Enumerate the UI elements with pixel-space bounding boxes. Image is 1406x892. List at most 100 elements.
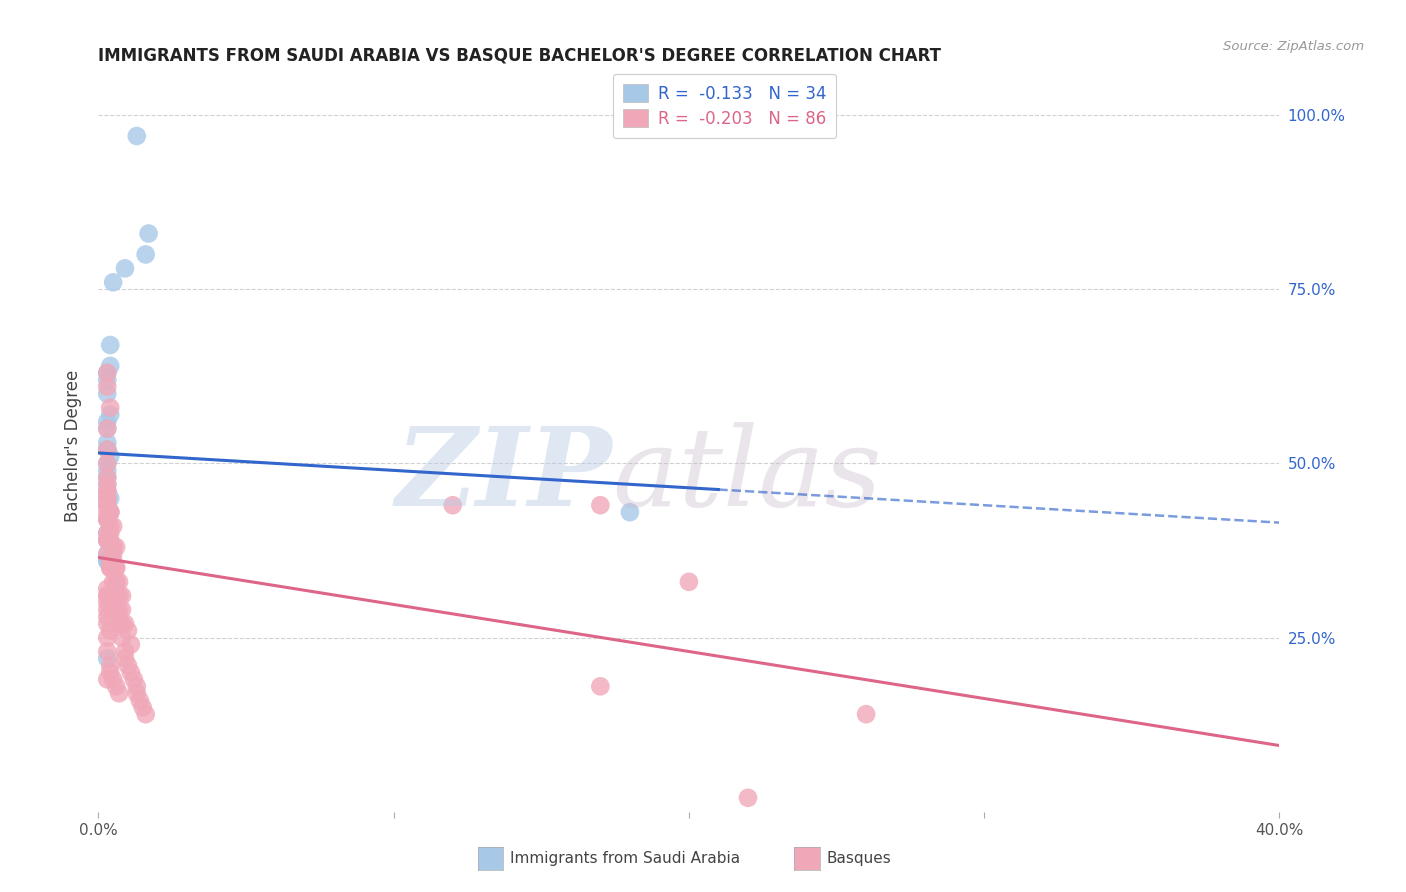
Text: ZIP: ZIP xyxy=(395,422,612,529)
Point xyxy=(108,686,131,700)
Point xyxy=(96,442,118,457)
Point xyxy=(135,247,157,261)
Point xyxy=(96,435,118,450)
Point xyxy=(98,658,121,673)
Point xyxy=(96,498,118,512)
Point xyxy=(103,574,125,589)
Point xyxy=(96,651,118,665)
Point xyxy=(111,589,134,603)
Point xyxy=(125,686,148,700)
Point xyxy=(96,512,118,526)
Point xyxy=(96,442,118,457)
Point xyxy=(96,442,118,457)
Point xyxy=(98,624,121,638)
Point xyxy=(96,589,118,603)
Point xyxy=(128,693,150,707)
Point xyxy=(114,644,136,658)
Point xyxy=(98,491,121,506)
Point xyxy=(96,644,118,658)
Text: Basques: Basques xyxy=(827,851,891,865)
Text: Source: ZipAtlas.com: Source: ZipAtlas.com xyxy=(1223,40,1364,54)
Point xyxy=(105,589,128,603)
Point xyxy=(96,463,118,477)
Point xyxy=(108,574,131,589)
Point xyxy=(96,533,118,547)
Point xyxy=(96,603,118,617)
Point xyxy=(98,338,121,352)
Point xyxy=(96,470,118,484)
Point xyxy=(96,415,118,429)
Point xyxy=(96,498,118,512)
Point xyxy=(105,574,128,589)
Point xyxy=(96,491,118,506)
Point xyxy=(589,498,612,512)
Point xyxy=(96,484,118,499)
Point xyxy=(103,540,125,554)
Point xyxy=(103,554,125,568)
Point xyxy=(98,505,121,519)
Point xyxy=(132,700,155,714)
Point xyxy=(105,561,128,575)
Point xyxy=(105,574,128,589)
Point xyxy=(96,421,118,435)
Point xyxy=(98,505,121,519)
Point xyxy=(111,603,134,617)
Text: atlas: atlas xyxy=(612,422,882,529)
Point xyxy=(98,554,121,568)
Point xyxy=(96,373,118,387)
Point xyxy=(114,651,136,665)
Point xyxy=(138,227,160,241)
Point xyxy=(96,366,118,380)
Point xyxy=(96,386,118,401)
Point xyxy=(96,554,118,568)
Point xyxy=(96,526,118,541)
Point xyxy=(96,457,118,471)
Point xyxy=(135,707,157,722)
Text: Immigrants from Saudi Arabia: Immigrants from Saudi Arabia xyxy=(510,851,741,865)
Point xyxy=(96,512,118,526)
Point xyxy=(96,609,118,624)
Point xyxy=(96,477,118,491)
Point xyxy=(96,554,118,568)
Point xyxy=(103,540,125,554)
Point xyxy=(108,589,131,603)
Point xyxy=(96,533,118,547)
Point xyxy=(103,547,125,561)
Point xyxy=(96,547,118,561)
Point xyxy=(114,261,136,276)
Point xyxy=(105,561,128,575)
Point xyxy=(96,498,118,512)
Point xyxy=(98,505,121,519)
Y-axis label: Bachelor's Degree: Bachelor's Degree xyxy=(65,370,83,522)
Point xyxy=(441,498,464,512)
Point xyxy=(589,679,612,693)
Point xyxy=(98,519,121,533)
Point xyxy=(122,673,145,687)
Point xyxy=(96,582,118,596)
Point xyxy=(98,450,121,464)
Point xyxy=(105,603,128,617)
Point xyxy=(111,631,134,645)
Point xyxy=(96,484,118,499)
Point xyxy=(103,519,125,533)
Point xyxy=(96,526,118,541)
Point xyxy=(96,477,118,491)
Point xyxy=(96,616,118,631)
Point xyxy=(98,561,121,575)
Point xyxy=(108,603,131,617)
Legend: R =  -0.133   N = 34, R =  -0.203   N = 86: R = -0.133 N = 34, R = -0.203 N = 86 xyxy=(613,74,837,138)
Point xyxy=(96,421,118,435)
Point xyxy=(96,631,118,645)
Point xyxy=(105,540,128,554)
Point xyxy=(96,366,118,380)
Point xyxy=(96,512,118,526)
Point xyxy=(855,707,877,722)
Point xyxy=(98,533,121,547)
Point xyxy=(737,790,759,805)
Point xyxy=(98,408,121,422)
Point xyxy=(103,561,125,575)
Point xyxy=(96,533,118,547)
Point xyxy=(98,526,121,541)
Point xyxy=(98,359,121,373)
Point xyxy=(96,380,118,394)
